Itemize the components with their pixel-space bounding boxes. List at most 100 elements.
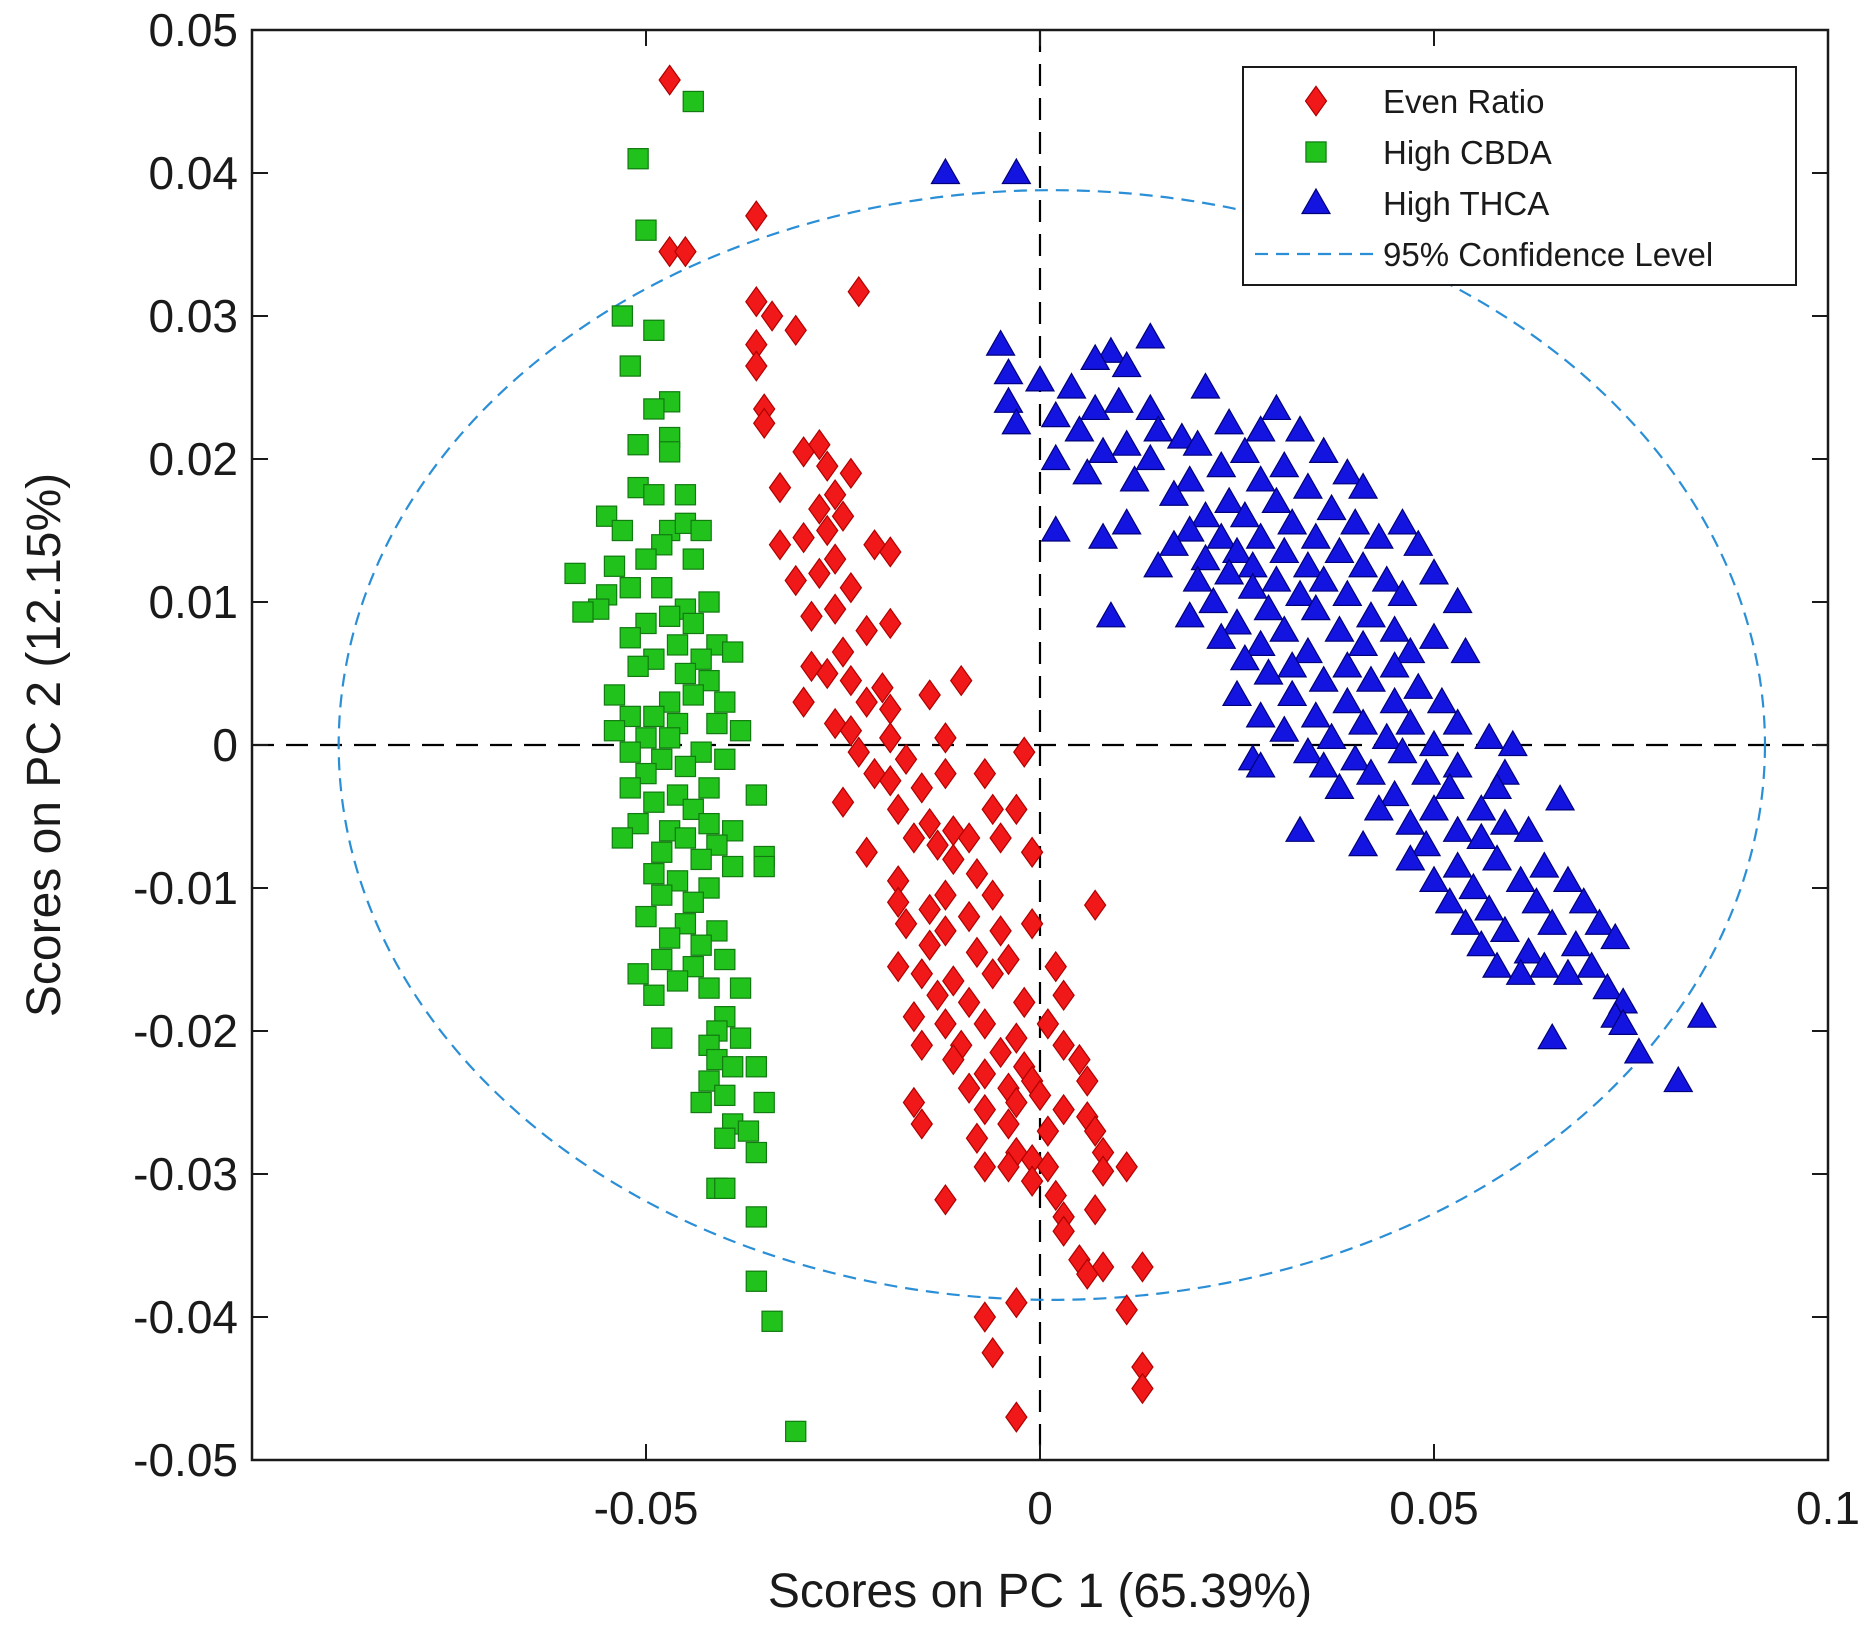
data-point-triangle — [1277, 651, 1308, 678]
data-point-triangle — [1371, 565, 1402, 592]
data-point-triangle — [1095, 601, 1126, 628]
data-point-triangle — [1474, 722, 1505, 749]
data-point-square — [721, 1056, 744, 1078]
data-point-triangle — [1442, 815, 1473, 842]
data-point-diamond — [1036, 1151, 1060, 1183]
data-point-triangle — [1214, 486, 1245, 514]
data-point-square — [635, 548, 657, 570]
data-point-triangle — [1552, 958, 1583, 985]
data-point-triangle — [1395, 808, 1426, 835]
data-point-triangle — [1245, 415, 1276, 442]
data-point-square — [674, 827, 697, 849]
data-point-diamond — [1036, 1115, 1060, 1147]
data-point-square — [698, 877, 720, 899]
x-tick-label: 0.1 — [1796, 1482, 1860, 1534]
x-tick-label: -0.05 — [594, 1482, 699, 1534]
data-point-diamond — [942, 843, 965, 876]
data-point-diamond — [839, 664, 863, 697]
data-point-triangle — [1348, 708, 1379, 735]
data-point-diamond — [981, 879, 1004, 911]
series-diamond-group — [658, 64, 1154, 1433]
data-point-triangle — [1387, 736, 1418, 764]
data-point-diamond — [1052, 1029, 1075, 1062]
data-point-triangle — [1277, 508, 1308, 535]
data-point-triangle — [1088, 522, 1119, 549]
data-point-triangle — [1229, 643, 1260, 671]
data-point-diamond — [965, 936, 989, 969]
data-point-triangle — [1190, 543, 1221, 571]
data-point-triangle — [1292, 551, 1323, 578]
data-point-square — [745, 1270, 767, 1292]
data-point-triangle — [1482, 951, 1513, 978]
data-point-square — [666, 784, 689, 806]
data-point-triangle — [1395, 708, 1426, 735]
data-point-diamond — [973, 1058, 997, 1090]
data-point-triangle — [1379, 779, 1410, 807]
data-point-diamond — [800, 600, 823, 633]
data-point-square — [737, 1120, 760, 1142]
data-point-square — [674, 484, 697, 506]
data-point-square — [753, 1091, 775, 1114]
data-point-square — [674, 755, 697, 778]
data-point-diamond — [949, 664, 973, 697]
data-point-triangle — [1111, 350, 1142, 378]
data-point-triangle — [1529, 851, 1560, 878]
data-point-diamond — [1131, 1372, 1154, 1405]
data-point-triangle — [1387, 579, 1418, 606]
data-point-square — [651, 534, 673, 556]
data-point-triangle — [1324, 615, 1355, 642]
data-point-triangle — [930, 157, 961, 185]
legend-label: Even Ratio — [1383, 83, 1544, 120]
data-point-triangle — [1285, 415, 1316, 442]
data-point-diamond — [768, 471, 792, 504]
data-point-triangle — [1158, 529, 1189, 556]
data-point-diamond — [752, 407, 776, 439]
data-point-square — [643, 984, 665, 1006]
data-point-triangle — [1458, 872, 1489, 900]
data-point-square — [635, 727, 657, 749]
data-point-diamond — [760, 300, 784, 332]
data-point-triangle — [1269, 450, 1300, 478]
data-point-triangle — [1497, 729, 1528, 757]
data-point-triangle — [1411, 829, 1442, 857]
data-point-square — [690, 848, 712, 871]
data-point-diamond — [816, 514, 839, 547]
data-point-square — [682, 90, 704, 113]
data-point-triangle — [1269, 715, 1300, 742]
data-point-diamond — [808, 493, 831, 525]
data-point-square — [627, 434, 649, 456]
data-point-triangle — [1285, 579, 1316, 606]
data-point-triangle — [1623, 1037, 1654, 1064]
x-axis-title: Scores on PC 1 (65.39%) — [768, 1565, 1312, 1618]
data-point-triangle — [1245, 751, 1276, 778]
data-point-diamond — [863, 757, 886, 790]
data-point-square — [729, 720, 752, 742]
data-point-triangle — [1308, 436, 1339, 463]
legend-box — [1242, 66, 1797, 286]
data-point-triangle — [1143, 415, 1174, 442]
data-point-triangle — [1529, 951, 1560, 978]
data-point-triangle — [1355, 665, 1386, 692]
data-point-diamond — [1036, 1008, 1060, 1040]
data-point-square — [745, 1206, 767, 1228]
data-point-square — [619, 627, 641, 649]
data-point-diamond — [879, 607, 902, 640]
data-point-square — [706, 920, 728, 942]
data-point-triangle — [1450, 636, 1481, 664]
data-point-triangle — [1332, 651, 1363, 678]
data-point-triangle — [1411, 758, 1442, 785]
data-point-diamond — [768, 529, 792, 561]
data-point-diamond — [847, 736, 870, 768]
data-point-diamond — [1076, 1065, 1099, 1097]
data-point-square — [658, 441, 681, 463]
data-point-square — [690, 648, 712, 670]
data-point-diamond — [1013, 736, 1036, 768]
data-point-triangle — [1040, 515, 1071, 542]
data-point-triangle — [1686, 1001, 1717, 1028]
data-point-diamond — [792, 686, 815, 718]
data-point-diamond — [957, 1072, 981, 1104]
x-tick-label: 0.05 — [1389, 1482, 1479, 1534]
data-point-square — [698, 977, 720, 999]
data-point-triangle — [1056, 372, 1087, 399]
data-point-diamond — [918, 807, 941, 840]
